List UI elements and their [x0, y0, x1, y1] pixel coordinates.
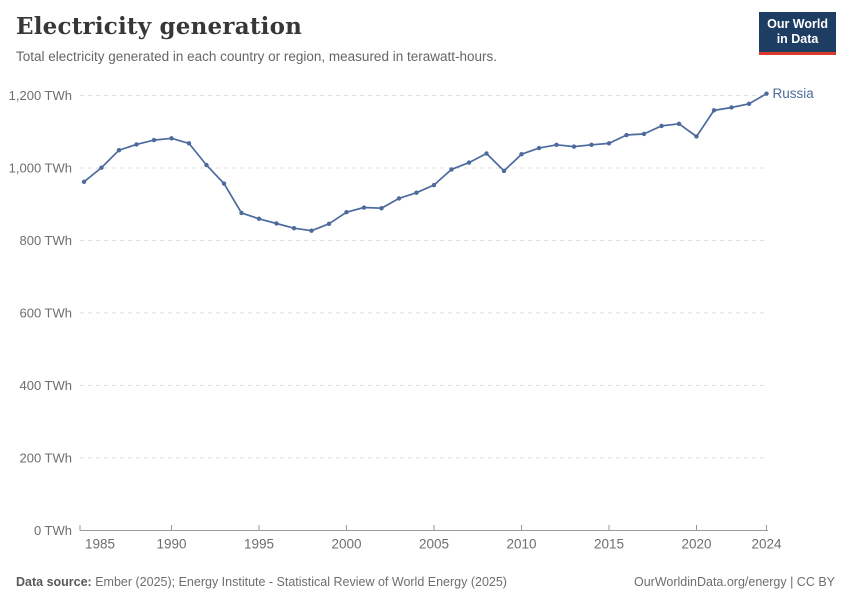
x-tick-label: 1985 — [85, 537, 115, 552]
data-point[interactable] — [204, 162, 209, 168]
x-tick-label: 1995 — [244, 537, 274, 552]
data-point[interactable] — [414, 190, 419, 195]
data-point[interactable] — [624, 132, 629, 138]
data-point[interactable] — [379, 206, 384, 211]
data-point[interactable] — [641, 131, 647, 137]
data-point[interactable] — [466, 160, 472, 165]
data-point[interactable] — [151, 137, 157, 143]
y-tick-label: 400 TWh — [19, 378, 72, 393]
y-tick-label: 1,000 TWh — [9, 161, 72, 176]
chart-subtitle: Total electricity generated in each coun… — [16, 49, 497, 64]
x-tick-label: 2024 — [751, 537, 782, 552]
data-point[interactable] — [396, 196, 402, 201]
x-tick-label: 2005 — [419, 537, 449, 552]
data-point[interactable] — [116, 148, 122, 153]
y-tick-label: 200 TWh — [19, 451, 72, 466]
data-point[interactable] — [221, 181, 227, 186]
x-tick-label: 2000 — [331, 537, 361, 552]
data-point[interactable] — [344, 210, 349, 215]
data-point[interactable] — [81, 179, 87, 184]
series-line-russia[interactable] — [83, 92, 768, 232]
data-point[interactable] — [659, 123, 664, 129]
y-tick-label: 600 TWh — [19, 306, 72, 321]
data-point[interactable] — [186, 141, 192, 146]
page-title: Electricity generation — [16, 13, 303, 40]
data-point[interactable] — [729, 105, 734, 110]
data-point[interactable] — [606, 141, 612, 146]
data-point[interactable] — [519, 152, 524, 157]
data-source-text: Data source: Ember (2025); Energy Instit… — [16, 575, 507, 589]
data-point[interactable] — [554, 142, 559, 147]
data-point[interactable] — [239, 210, 244, 216]
y-tick-label: 800 TWh — [19, 233, 72, 248]
data-point[interactable] — [676, 121, 682, 126]
data-point[interactable] — [326, 221, 332, 227]
data-point[interactable] — [99, 165, 104, 170]
data-point[interactable] — [589, 142, 594, 147]
data-point[interactable] — [711, 108, 717, 113]
x-tick-label: 1990 — [156, 537, 186, 552]
data-point[interactable] — [536, 145, 542, 151]
data-point[interactable] — [134, 142, 139, 147]
data-point[interactable] — [256, 216, 262, 221]
data-point[interactable] — [746, 101, 752, 107]
data-point[interactable] — [274, 221, 279, 226]
x-tick-label: 2010 — [506, 537, 536, 552]
data-point[interactable] — [431, 182, 437, 188]
chart-header: Electricity generation Total electricity… — [16, 13, 760, 66]
x-tick-label: 2020 — [681, 537, 711, 552]
data-point[interactable] — [361, 205, 367, 210]
owid-license-link[interactable]: OurWorldinData.org/energy | CC BY — [633, 575, 835, 589]
data-point[interactable] — [309, 228, 314, 233]
owid-logo[interactable]: Our World in Data — [759, 12, 836, 55]
y-tick-label: 1,200 TWh — [9, 88, 72, 103]
data-point[interactable] — [449, 167, 454, 172]
data-point[interactable] — [169, 136, 174, 141]
owid-logo-line1: Our World — [767, 17, 828, 31]
data-point[interactable] — [501, 168, 507, 174]
data-point[interactable] — [764, 91, 769, 96]
y-tick-label: 0 TWh — [34, 523, 72, 538]
x-tick-label: 2015 — [594, 537, 624, 552]
owid-logo-line2: in Data — [776, 32, 819, 47]
data-point[interactable] — [291, 225, 297, 231]
series-label-russia[interactable]: Russia — [773, 86, 815, 101]
data-point[interactable] — [484, 151, 489, 156]
chart-footer: Data source: Ember (2025); Energy Instit… — [16, 575, 835, 589]
data-point[interactable] — [694, 134, 699, 139]
data-source-label: Data source: — [16, 575, 92, 589]
data-point[interactable] — [571, 144, 577, 149]
